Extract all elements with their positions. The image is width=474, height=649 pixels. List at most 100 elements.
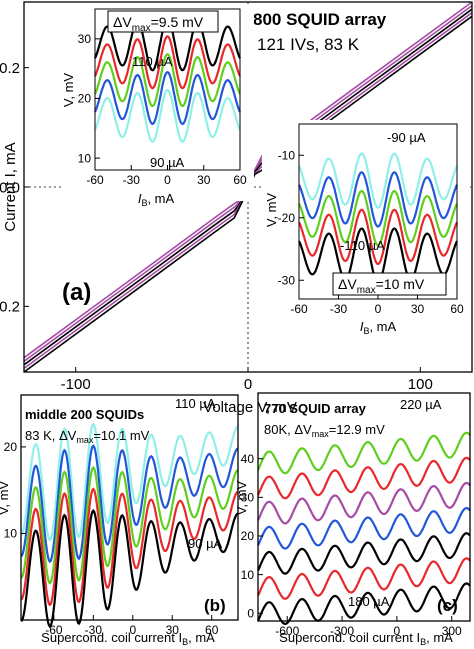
- panel-b-title: middle 200 SQUIDs: [25, 407, 144, 422]
- panel-c-xtick-label: -600: [275, 624, 299, 638]
- inset-left-axes: -60 -30 0 30 60 10 20 30: [78, 32, 247, 187]
- panel-b-xlabel-sub: B: [182, 637, 188, 647]
- panel-c-ytick-label: 30: [241, 491, 255, 505]
- inset-right-series-blue-1: [298, 171, 458, 228]
- panel-c-ytick-label: 20: [241, 529, 255, 543]
- panel-a-xtick-label: 0: [244, 376, 252, 393]
- inset-left-series-blue-3: [94, 71, 241, 126]
- inset-left: -60 -30 0 30 60 10 20 30 ΔVmax=9.5 mV 110 µA 90…: [61, 6, 254, 208]
- panel-c-curves: [257, 431, 471, 626]
- panel-a-ylabel: Current I, mA: [2, 142, 19, 231]
- panel-c-annotation-sub: max: [312, 429, 330, 439]
- inset-left-label-top: 110 µA: [132, 54, 173, 69]
- panel-b-series-red-3: [20, 487, 239, 607]
- panel-c-annotation-rest: =12.9 mV: [329, 422, 385, 437]
- inset-right-xtick-label: -60: [290, 302, 308, 316]
- panel-c-series-red-5: [257, 557, 471, 600]
- panel-a-axes: -100 0 100 -0.2 0.0 0.2: [0, 60, 433, 393]
- panel-c-xlabel-main: Supercond. coil current I: [279, 630, 420, 645]
- panel-c-series-black-4: [257, 532, 471, 575]
- panel-c-xtick-label: 0: [394, 624, 401, 638]
- panel-a-ytick-label: 0.2: [0, 60, 20, 77]
- panel-c-frame: [257, 392, 471, 622]
- panel-b-xtick-label: -60: [45, 623, 63, 637]
- inset-right-annotation-sub: max: [357, 285, 376, 296]
- panel-b-xlabel-main: Supercond. coil current I: [41, 630, 182, 645]
- panel-c-axes: -600 -300 0 300 0 10 20 30 40: [241, 452, 462, 638]
- panel-a-xtick-label: -100: [61, 376, 91, 393]
- panel-a-xtick-label: 100: [408, 376, 433, 393]
- panel-a-title: 800 SQUID array: [253, 10, 387, 29]
- panel-b-xtick-label: 30: [166, 623, 180, 637]
- panel-b-frame: [20, 394, 239, 621]
- inset-right-xtick-label: 30: [411, 302, 425, 316]
- inset-right-ytick-label: -20: [278, 211, 296, 225]
- panel-c-annotation: 80K, ΔVmax=12.9 mV: [264, 422, 385, 439]
- inset-left-annotation-sub: max: [132, 23, 151, 34]
- panel-a-ytick-label: -0.2: [0, 299, 20, 316]
- inset-right-series-cyan-0: [298, 152, 458, 209]
- panel-c-label: (c): [437, 596, 458, 615]
- inset-left-xtick-label: 30: [197, 173, 211, 187]
- inset-right-xlabel-sub: B: [363, 326, 369, 336]
- inset-left-annotation-rest: =9.5 mV: [151, 14, 204, 30]
- panel-a-xlabel: Voltage V, mV: [203, 399, 297, 416]
- panel-b-xlabel-rest: , mA: [188, 630, 215, 645]
- panel-b-series-green-2: [20, 465, 239, 585]
- panel-b-ytick-label: 20: [4, 440, 18, 454]
- inset-left-series-green-2: [94, 53, 241, 108]
- panel-c-ytick-label: 40: [241, 452, 255, 466]
- panel-b-label-top: 110 µA: [175, 396, 216, 411]
- panel-c-series-black-6: [257, 582, 471, 626]
- panel-b-xtick-label: 60: [205, 623, 219, 637]
- panel-b-xlabel: Supercond. coil current IB, mA: [41, 630, 215, 647]
- inset-right-label-bottom: -110 µA: [340, 238, 385, 253]
- inset-left-xlabel-sub: B: [141, 198, 147, 208]
- panel-b: -60 -30 0 30 60 10 20 middle 200 SQUIDs 83 K, …: [0, 394, 239, 647]
- panel-b-series-blue-1: [20, 444, 239, 564]
- inset-right-xtick-label: -30: [330, 302, 348, 316]
- panel-c-title: 770 SQUID array: [264, 401, 367, 416]
- panel-c-ytick-label: 0: [247, 606, 254, 620]
- inset-left-ylabel: V, mV: [61, 73, 76, 108]
- inset-right-label-top: -90 µA: [387, 130, 426, 145]
- inset-right: -60 -30 0 30 60-30-20-10 ΔVmax=10 mV -90 µA …: [262, 120, 470, 336]
- panel-b-curves: [20, 422, 239, 629]
- inset-left-annotation: ΔVmax=9.5 mV: [113, 14, 204, 34]
- panel-b-annotation-prefix: 83 K, ΔV: [25, 428, 77, 443]
- inset-left-xtick-label: 60: [233, 173, 247, 187]
- panel-c-ytick-label: 10: [241, 568, 255, 582]
- panel-c-series-purple-2: [257, 481, 471, 525]
- panel-c-series-blue-3: [257, 506, 471, 550]
- panel-a-label: (a): [62, 279, 91, 306]
- inset-right-background: [262, 120, 470, 336]
- inset-right-series-red-3: [298, 208, 458, 266]
- panel-b-label: (b): [204, 596, 226, 615]
- inset-right-xlabel: IB, mA: [360, 319, 397, 336]
- panel-c-annotation-prefix: 80K, ΔV: [264, 422, 312, 437]
- panel-c-xlabel-sub: B: [420, 637, 426, 647]
- inset-right-xlabel-rest: , mA: [369, 319, 396, 334]
- inset-left-xtick-label: 0: [164, 173, 171, 187]
- panel-c-label-top: 220 µA: [400, 397, 442, 412]
- panel-c-series-green-0: [257, 431, 471, 475]
- inset-right-xtick-label: 60: [450, 302, 464, 316]
- inset-right-ytick-label: -30: [278, 273, 296, 287]
- panel-c-xlabel: Supercond. coil current IB, mA: [279, 630, 453, 647]
- inset-left-annotation-box: [107, 10, 219, 33]
- panel-c: -600 -300 0 300 0 10 20 30 40 770 SQUID array 80…: [234, 392, 471, 647]
- panel-b-axes: -60 -30 0 30 60 10 20: [4, 440, 219, 637]
- inset-right-annotation-box: [332, 272, 447, 296]
- inset-right-annotation: ΔVmax=10 mV: [338, 276, 425, 296]
- panel-b-label-bottom: 90 µA: [188, 536, 223, 551]
- inset-left-series-cyan-4: [94, 88, 241, 143]
- inset-left-label-bottom: 90 µA: [150, 155, 185, 170]
- panel-a-ytick-label: 0.0: [0, 179, 20, 196]
- panel-b-series-black-4: [20, 509, 239, 629]
- inset-right-xlabel-main: I: [360, 319, 364, 334]
- panel-b-annotation-sub: max: [76, 435, 94, 445]
- inset-right-series-green-2: [298, 189, 458, 247]
- panel-b-xtick-label: -30: [85, 623, 103, 637]
- inset-left-xtick-label: -60: [86, 173, 104, 187]
